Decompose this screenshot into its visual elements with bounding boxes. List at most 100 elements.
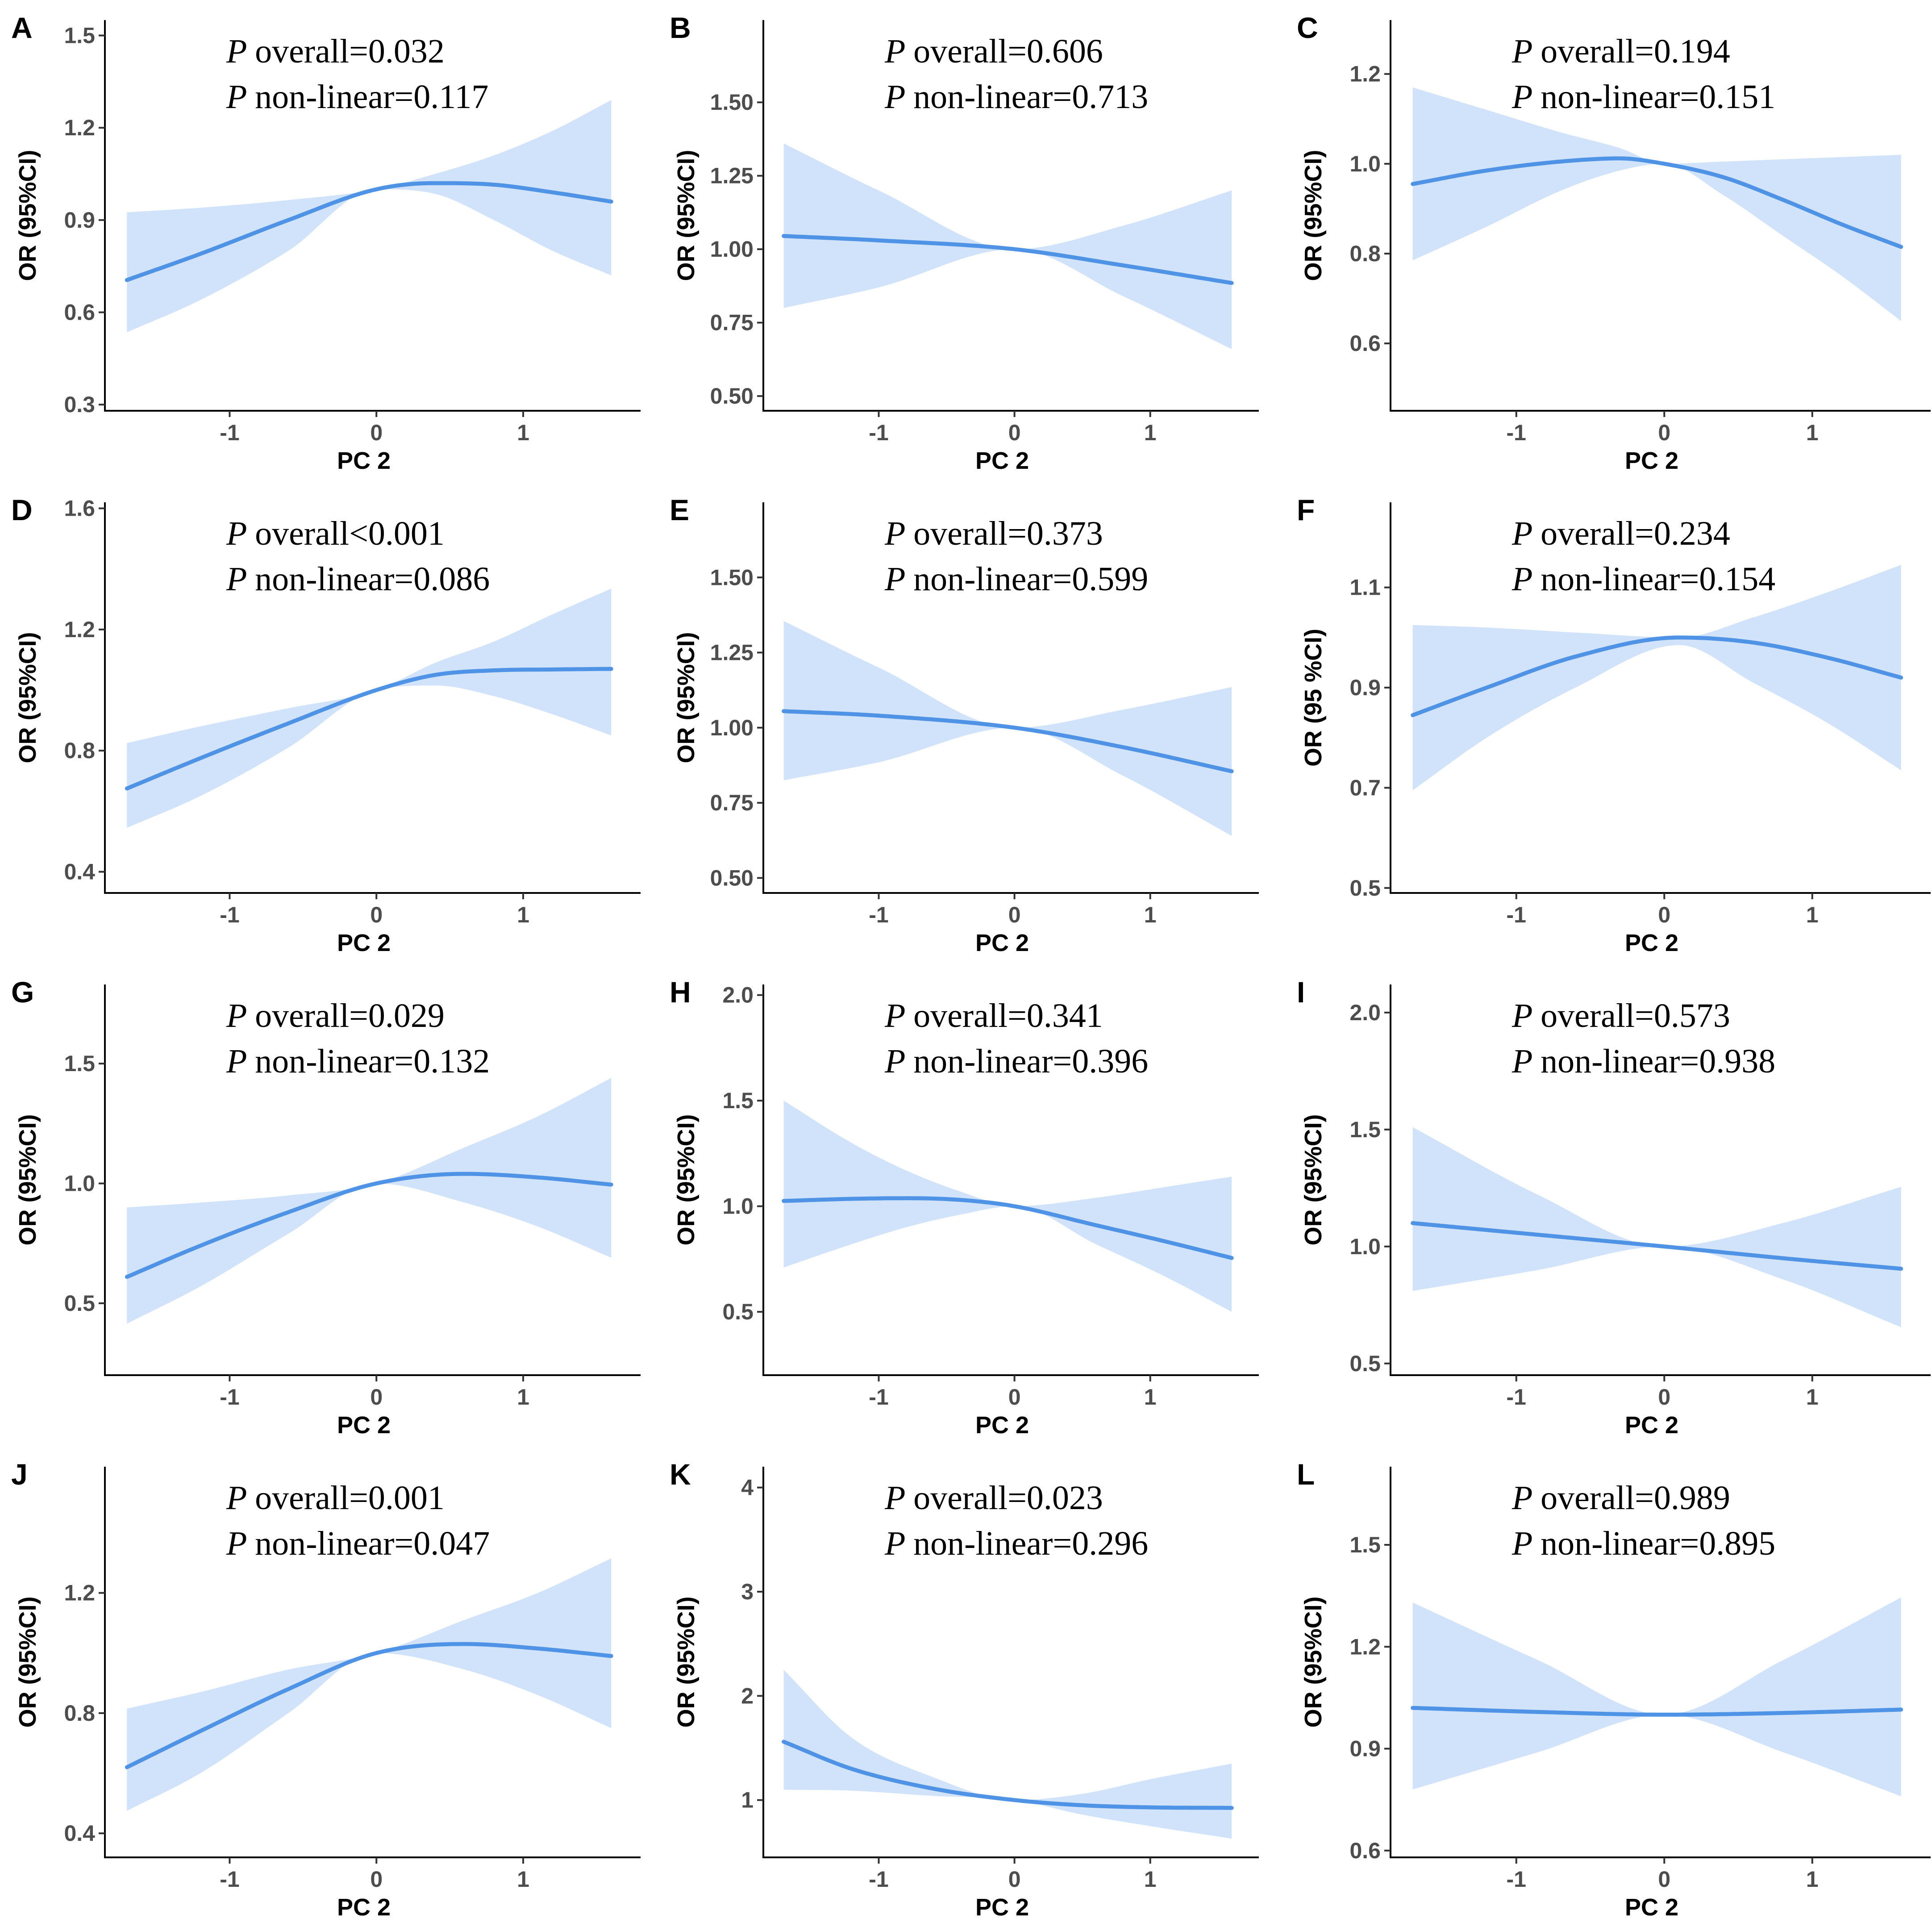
y-tick-label: 0.8 [64, 738, 95, 763]
x-tick-label: -1 [1507, 420, 1526, 445]
x-tick-label: -1 [869, 1867, 888, 1892]
x-tick-label: 0 [1008, 902, 1021, 927]
x-axis-title: PC 2 [337, 930, 391, 956]
p-nonlinear-value: non-linear=0.117 [255, 78, 488, 116]
panel-letter: H [670, 976, 691, 1009]
panel-letter: G [11, 976, 34, 1009]
or-curve-k [782, 1739, 1234, 1810]
y-axis-title: OR (95%CI) [673, 632, 700, 763]
y-tick-label: 0.9 [1349, 675, 1381, 700]
panel-letter: J [11, 1458, 28, 1491]
p-nonlinear-value: non-linear=0.132 [255, 1043, 490, 1080]
x-tick-label: 1 [1144, 902, 1157, 927]
y-tick-label: 1.2 [1349, 62, 1381, 87]
x-tick-label: 0 [1008, 420, 1021, 445]
p-overall-annotation: P overall=0.032 [226, 33, 445, 70]
y-tick-label: 0.5 [64, 1291, 95, 1316]
x-tick-label: 1 [517, 420, 529, 445]
y-axis-title: OR (95%CI) [14, 1114, 41, 1245]
panel-letter: K [670, 1458, 691, 1491]
x-tick-label: 0 [370, 1867, 383, 1892]
x-tick-label: -1 [220, 902, 239, 927]
x-tick-label: 0 [370, 902, 383, 927]
x-tick-label: -1 [869, 420, 888, 445]
y-tick-label: 1.2 [64, 1581, 95, 1606]
panel-d: 0.4 0.8 1.2 1.6 -1 0 1 PC 2 OR (95%CI) D P overall… [11, 493, 641, 956]
y-tick-label: 1.0 [722, 1194, 754, 1219]
ci-band-k [783, 1670, 1232, 1839]
x-axis-title: PC 2 [1625, 447, 1678, 474]
or-curve-e [782, 709, 1234, 773]
ci-band-a [127, 100, 612, 333]
y-tick-label: 0.9 [64, 208, 95, 233]
x-tick-label: -1 [220, 1385, 239, 1410]
y-axis-title: OR (95%CI) [673, 1114, 700, 1245]
y-tick-label: 0.6 [64, 300, 95, 325]
x-axis-title: PC 2 [337, 447, 391, 474]
panel-letter: I [1297, 976, 1305, 1009]
x-tick-label: -1 [1507, 1385, 1526, 1410]
p-overall-annotation: P overall=0.194 [1511, 33, 1730, 70]
p-overall-value: overall=0.023 [913, 1479, 1103, 1517]
p-overall-value: overall=0.341 [913, 997, 1103, 1034]
x-tick-label: 0 [370, 420, 383, 445]
y-axis-title: OR (95%CI) [14, 150, 41, 281]
x-tick-label: 1 [1144, 1867, 1157, 1892]
p-nonlinear-annotation: P non-linear=0.132 [226, 1043, 490, 1080]
panel-b: 0.50 0.75 1.00 1.25 1.50 -1 0 1 PC 2 OR (95%CI) B P… [670, 11, 1259, 474]
panel-j: 0.4 0.8 1.2 -1 0 1 PC 2 OR (95%CI) J P overall=0.… [11, 1458, 641, 1921]
y-axis-title: OR (95%CI) [14, 632, 41, 763]
x-tick-label: 0 [370, 1385, 383, 1410]
p-nonlinear-annotation: P non-linear=0.154 [1511, 560, 1775, 598]
y-axis-title: OR (95%CI) [1300, 1596, 1327, 1727]
x-tick-label: 1 [1144, 420, 1157, 445]
p-overall-value: overall=0.606 [913, 33, 1103, 70]
p-symbol: P [1511, 560, 1541, 598]
p-nonlinear-annotation: P non-linear=0.938 [1511, 1043, 1775, 1080]
y-tick-label: 0.6 [1349, 1838, 1381, 1863]
x-tick-label: 0 [1008, 1867, 1021, 1892]
p-symbol: P [1511, 515, 1541, 552]
p-overall-annotation: P overall=0.573 [1511, 997, 1730, 1034]
or-curve-j [125, 1642, 613, 1769]
p-overall-annotation: P overall=0.341 [884, 997, 1103, 1034]
p-nonlinear-annotation: P non-linear=0.396 [884, 1043, 1148, 1080]
p-nonlinear-annotation: P non-linear=0.151 [1511, 78, 1775, 116]
x-axis-title: PC 2 [975, 1412, 1029, 1439]
x-tick-label: 1 [1806, 1867, 1819, 1892]
p-overall-value: overall<0.001 [255, 515, 445, 552]
x-tick-label: 0 [1658, 902, 1670, 927]
y-axis-title: OR (95%CI) [1300, 150, 1327, 281]
p-overall-annotation: P overall=0.023 [884, 1479, 1103, 1517]
p-overall-value: overall=0.001 [255, 1479, 445, 1517]
or-curve-i [1411, 1221, 1903, 1271]
x-tick-label: -1 [1507, 1867, 1526, 1892]
or-curve-d [125, 667, 613, 791]
p-overall-value: overall=0.373 [913, 515, 1103, 552]
p-symbol: P [884, 1043, 913, 1080]
p-nonlinear-annotation: P non-linear=0.895 [1511, 1525, 1775, 1562]
y-tick-label: 1.25 [710, 163, 754, 188]
y-tick-label: 2.0 [722, 983, 754, 1008]
x-tick-label: 0 [1008, 1385, 1021, 1410]
p-symbol: P [226, 33, 255, 70]
p-symbol: P [884, 997, 913, 1034]
panel-g: 0.5 1.0 1.5 -1 0 1 PC 2 OR (95%CI) G P overall=0.… [11, 976, 641, 1439]
p-overall-annotation: P overall=0.234 [1511, 515, 1730, 552]
y-tick-label: 1.0 [1349, 151, 1381, 176]
y-tick-label: 0.75 [710, 790, 754, 815]
x-axis-title: PC 2 [337, 1412, 391, 1439]
x-tick-label: 0 [1658, 1385, 1670, 1410]
x-axis-title: PC 2 [1625, 1412, 1678, 1439]
y-tick-label: 0.8 [1349, 241, 1381, 266]
ci-band-b [783, 143, 1232, 349]
panel-letter: B [670, 11, 691, 44]
y-tick-label: 1.50 [710, 90, 754, 115]
p-overall-value: overall=0.234 [1541, 515, 1730, 552]
y-tick-label: 0.75 [710, 310, 754, 335]
p-symbol: P [226, 1525, 255, 1562]
y-tick-label: 0.3 [64, 392, 95, 417]
y-tick-label: 1.5 [722, 1088, 754, 1113]
y-axis-title: OR (95%CI) [673, 150, 700, 281]
